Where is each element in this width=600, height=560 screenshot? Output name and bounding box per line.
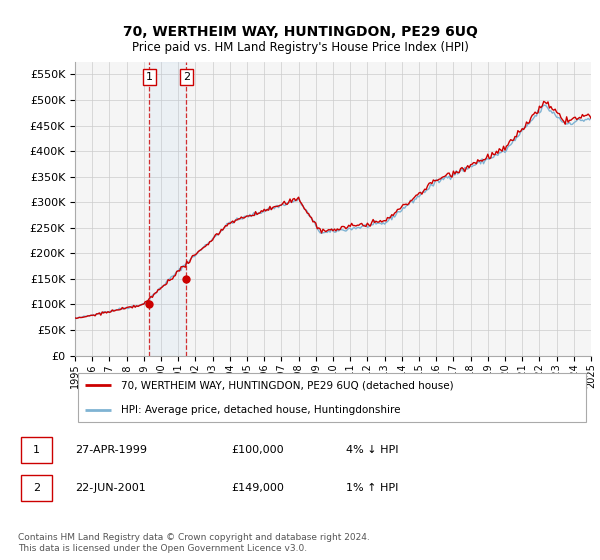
Text: £100,000: £100,000 (231, 445, 284, 455)
Text: £149,000: £149,000 (231, 483, 284, 493)
FancyBboxPatch shape (77, 373, 586, 422)
Text: 4% ↓ HPI: 4% ↓ HPI (346, 445, 398, 455)
Bar (149, 62, 186, 356)
Text: 2: 2 (33, 483, 40, 493)
Text: 1% ↑ HPI: 1% ↑ HPI (346, 483, 398, 493)
FancyBboxPatch shape (20, 475, 52, 501)
FancyBboxPatch shape (20, 437, 52, 463)
Text: 2: 2 (183, 72, 190, 82)
Text: 70, WERTHEIM WAY, HUNTINGDON, PE29 6UQ: 70, WERTHEIM WAY, HUNTINGDON, PE29 6UQ (122, 26, 478, 39)
Text: 1: 1 (33, 445, 40, 455)
Text: Price paid vs. HM Land Registry's House Price Index (HPI): Price paid vs. HM Land Registry's House … (131, 40, 469, 54)
Text: 27-APR-1999: 27-APR-1999 (76, 445, 148, 455)
Text: HPI: Average price, detached house, Huntingdonshire: HPI: Average price, detached house, Hunt… (121, 404, 401, 414)
Text: Contains HM Land Registry data © Crown copyright and database right 2024.
This d: Contains HM Land Registry data © Crown c… (18, 533, 370, 553)
Text: 1: 1 (146, 72, 153, 82)
Text: 22-JUN-2001: 22-JUN-2001 (76, 483, 146, 493)
Text: 70, WERTHEIM WAY, HUNTINGDON, PE29 6UQ (detached house): 70, WERTHEIM WAY, HUNTINGDON, PE29 6UQ (… (121, 380, 454, 390)
